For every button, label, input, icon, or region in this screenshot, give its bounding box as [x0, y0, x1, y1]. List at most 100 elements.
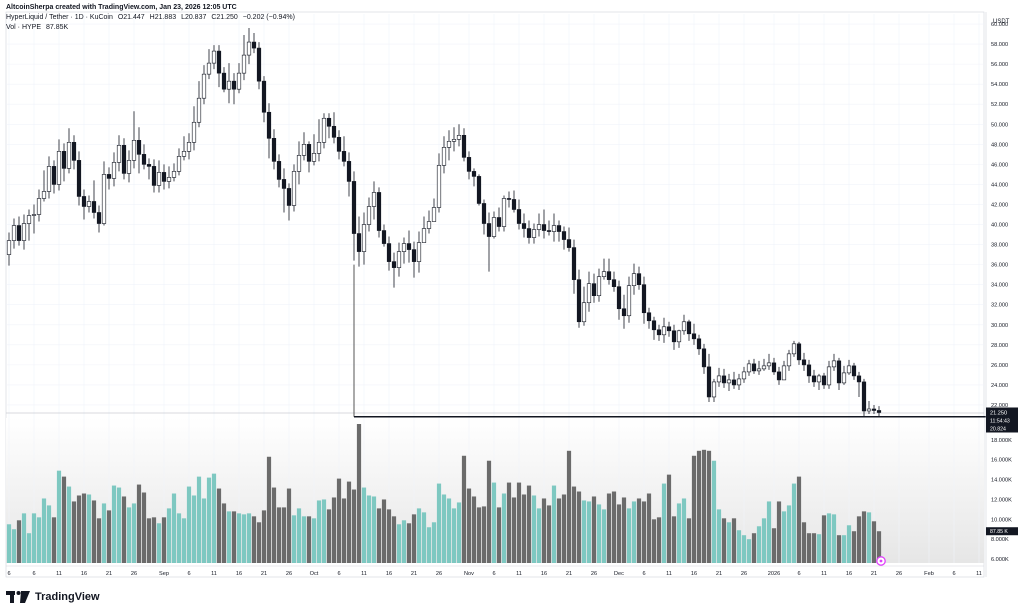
candle-body-down: [61, 151, 67, 169]
volume-bar-down: [141, 492, 147, 563]
volume-bar-down: [476, 507, 482, 563]
candle-body-down: [701, 348, 707, 368]
candle-body-down: [81, 196, 87, 207]
footer-brand[interactable]: TradingView: [6, 588, 100, 606]
candle-body-up: [396, 251, 402, 268]
candle-body-down: [161, 172, 167, 182]
price-tick-label: 50.000: [991, 122, 1008, 128]
candle-body-down: [331, 125, 337, 138]
candle-body-up: [501, 198, 507, 227]
candle-body-up: [196, 97, 202, 123]
volume-bar-down: [691, 455, 697, 563]
volume-bar-down: [351, 489, 357, 563]
countdown-tag: [986, 416, 1018, 425]
candle-body-down: [151, 166, 157, 186]
volume-bar-up: [41, 498, 47, 563]
candle-body-down: [621, 308, 627, 317]
candle-body-down: [121, 145, 127, 174]
candle-body-up: [166, 177, 172, 182]
candle-body-up: [661, 326, 667, 336]
candle-body-down: [666, 326, 672, 332]
candle-body-up: [296, 155, 302, 172]
time-tick-label: Dec: [614, 571, 624, 577]
volume-bar-up: [166, 508, 172, 563]
time-tick-label: 11: [516, 571, 522, 577]
volume-bar-down: [656, 517, 662, 563]
volume-bar-up: [316, 500, 322, 563]
candle-body-up: [736, 378, 742, 386]
candle-body-up: [226, 80, 232, 90]
volume-bar-down: [561, 494, 567, 563]
event-marker-dot: [879, 559, 883, 563]
volume-bar-down: [821, 515, 827, 563]
candle-body-down: [216, 50, 222, 74]
candle-body-down: [391, 261, 397, 268]
candle-body-down: [731, 379, 737, 386]
candle-body-up: [241, 54, 247, 74]
volume-bar-down: [161, 517, 167, 563]
volume-bar-down: [61, 476, 67, 563]
volume-bar-down: [91, 500, 97, 563]
symbol-name[interactable]: HyperLiquid / Tether · 1D · KuCoin: [6, 14, 113, 21]
volume-bar-up: [371, 496, 377, 563]
volume-bar-down: [96, 518, 102, 563]
candle-body-down: [341, 151, 347, 162]
candle-body-up: [206, 62, 212, 75]
candle-body-up: [126, 160, 132, 174]
candle-body-down: [326, 117, 332, 127]
candle-body-up: [781, 365, 787, 381]
time-tick-label: 21: [871, 571, 877, 577]
price-tick-label: 46.000: [991, 162, 1008, 168]
volume-bar-up: [6, 524, 12, 563]
volume-bar-down: [576, 491, 582, 563]
volume-bar-up: [766, 501, 772, 563]
volume-bar-down: [331, 497, 337, 563]
volume-bar-down: [856, 516, 862, 563]
volume-bar-up: [831, 514, 837, 563]
volume-legend-label[interactable]: Vol · HYPE: [6, 24, 42, 31]
volume-bar-up: [241, 514, 247, 563]
volume-bars: [6, 424, 882, 563]
volume-bar-up: [246, 513, 252, 563]
time-tick-label: 26: [591, 571, 597, 577]
time-axis[interactable]: 6 6 11 16 21 26 Sep 6 11 16 21 26 Oct 6 11 16 21 26 Nov 6 11…: [6, 565, 984, 577]
candle-body-up: [236, 72, 242, 90]
price-tick-label: 24.000: [991, 383, 1008, 389]
candle-body-down: [256, 47, 262, 82]
time-tick-label: 11: [56, 571, 62, 577]
volume-bar-down: [506, 482, 512, 563]
candle-body-down: [646, 312, 652, 322]
time-tick-label: 16: [541, 571, 547, 577]
candle-body-down: [16, 225, 22, 241]
volume-bar-up: [181, 518, 187, 563]
candle-body-up: [761, 365, 767, 370]
candle-body-up: [131, 140, 137, 161]
volume-bar-down: [876, 531, 882, 563]
candle-body-up: [426, 221, 432, 229]
volume-bar-down: [731, 518, 737, 563]
candle-body-down: [276, 161, 282, 180]
candle-body-down: [651, 320, 657, 331]
price-axis-currency: USDT: [993, 19, 1010, 25]
candle-body-down: [871, 408, 877, 411]
candle-body-down: [851, 365, 857, 377]
volume-bar-up: [441, 494, 447, 563]
volume-bar-up: [211, 473, 217, 563]
volume-bar-up: [746, 539, 752, 563]
candle-body-down: [376, 192, 382, 231]
candle-body-down: [231, 80, 237, 90]
volume-bar-up: [176, 513, 182, 563]
volume-bar-up: [11, 529, 17, 563]
candle-body-up: [791, 343, 797, 355]
volume-bar-down: [306, 516, 312, 563]
volume-bar-up: [156, 523, 162, 563]
last-price-label: 21.250: [990, 410, 1007, 416]
candle-body-down: [641, 284, 647, 314]
candle-body-down: [411, 249, 417, 262]
price-tick-label: 56.000: [991, 62, 1008, 68]
time-tick-label: 21: [261, 571, 267, 577]
candle-body-up: [826, 366, 832, 386]
price-tick-label: 26.000: [991, 363, 1008, 369]
